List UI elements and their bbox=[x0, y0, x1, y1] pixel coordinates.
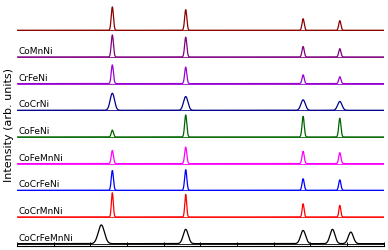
Text: CoCrFeNi: CoCrFeNi bbox=[19, 180, 60, 189]
Y-axis label: Intensity (arb. units): Intensity (arb. units) bbox=[4, 68, 14, 182]
Text: CoCrNi: CoCrNi bbox=[19, 100, 50, 109]
Text: CrFeNi: CrFeNi bbox=[19, 74, 48, 82]
Text: CoMnNi: CoMnNi bbox=[19, 47, 54, 56]
Text: CoCrMnNi: CoCrMnNi bbox=[19, 207, 63, 216]
Text: CoFeNi: CoFeNi bbox=[19, 127, 50, 136]
Text: CoCrFeMnNi: CoCrFeMnNi bbox=[19, 234, 74, 242]
Text: CoFeMnNi: CoFeMnNi bbox=[19, 154, 64, 162]
